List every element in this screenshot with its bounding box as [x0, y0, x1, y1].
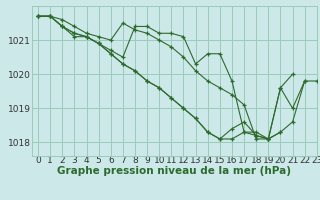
X-axis label: Graphe pression niveau de la mer (hPa): Graphe pression niveau de la mer (hPa)	[57, 166, 292, 176]
